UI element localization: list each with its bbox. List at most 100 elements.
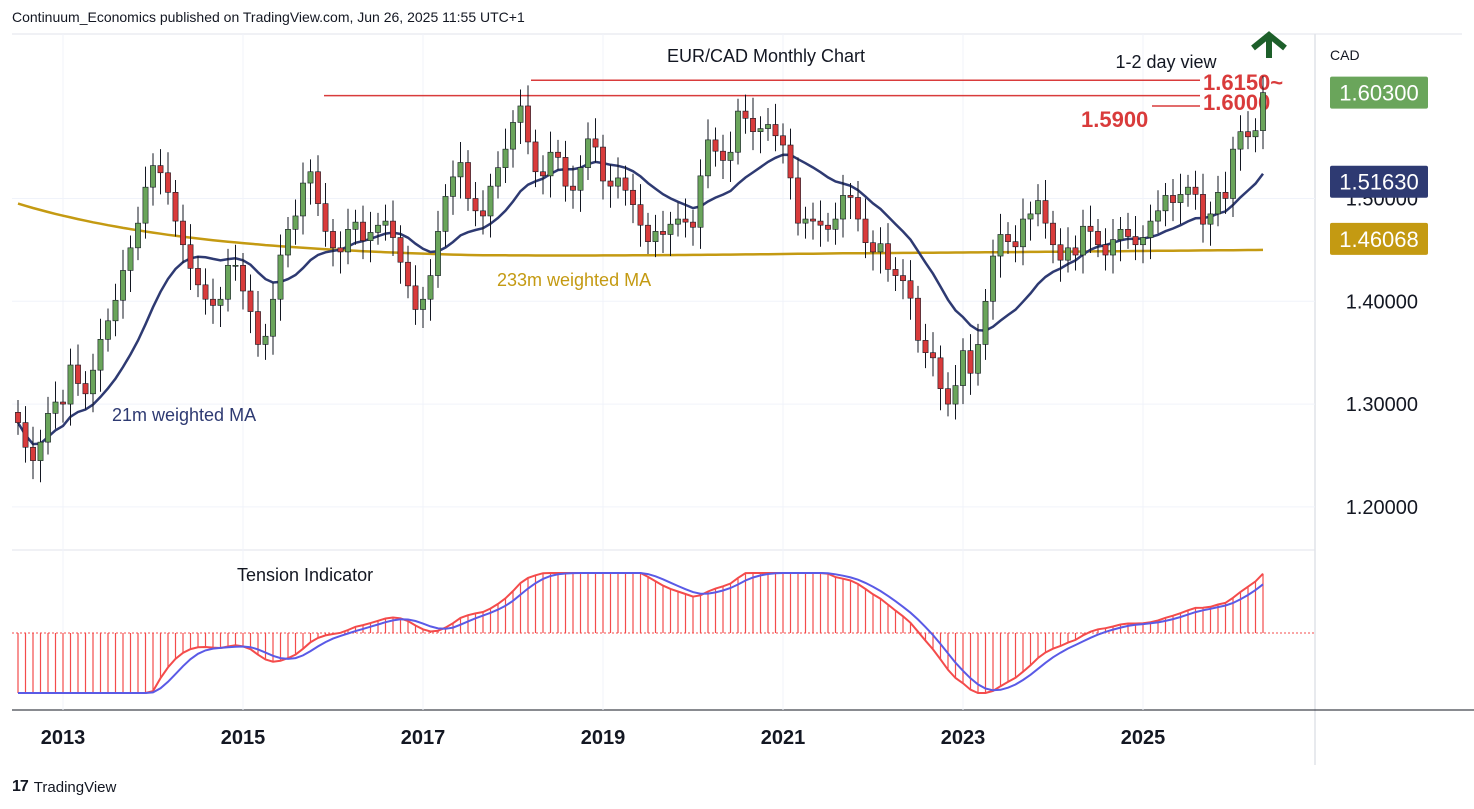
candle: [97, 318, 104, 392]
candle: [255, 291, 261, 357]
candle: [210, 278, 216, 324]
level-label: 1.6000: [1203, 90, 1270, 115]
candle: [37, 429, 44, 483]
candle: [1012, 225, 1019, 263]
candle: [157, 149, 164, 195]
brand-name: TradingView: [33, 778, 117, 796]
candle: [832, 202, 839, 245]
candle: [1192, 170, 1199, 210]
candle: [885, 223, 891, 282]
price-tag-label: 1.46068: [1339, 227, 1419, 252]
candle: [562, 140, 569, 202]
candle: [592, 118, 599, 163]
candle: [877, 227, 884, 274]
candle: [1035, 184, 1041, 227]
candle: [330, 219, 336, 267]
candle: [817, 200, 824, 247]
x-tick-label: 2017: [401, 727, 446, 749]
candle: [1177, 173, 1184, 225]
candle: [225, 248, 231, 312]
candle: [135, 206, 141, 261]
candle: [22, 406, 29, 463]
footer-brand: 17 TradingView: [12, 778, 116, 796]
candle: [1005, 222, 1011, 254]
candle: [1020, 198, 1026, 266]
candle: [187, 224, 194, 290]
candle: [442, 184, 449, 247]
up-arrow-icon: [1251, 31, 1287, 58]
candle: [750, 97, 756, 151]
candle: [862, 198, 869, 259]
candle: [1162, 183, 1169, 227]
candle: [1027, 201, 1034, 241]
candles-layer: [15, 76, 1266, 483]
candle: [577, 155, 584, 212]
candle: [945, 372, 951, 417]
candle: [1125, 212, 1131, 249]
candle: [1057, 228, 1064, 282]
candle: [727, 131, 734, 183]
candle: [180, 204, 186, 264]
candle: [1117, 216, 1124, 262]
candle: [172, 179, 179, 237]
candle: [735, 98, 741, 165]
candle: [345, 208, 351, 265]
candle: [1155, 190, 1161, 234]
candle: [360, 205, 366, 260]
candle: [1215, 175, 1221, 227]
x-tick-label: 2019: [581, 727, 626, 749]
y-tick-label: 1.20000: [1346, 497, 1418, 519]
candle: [585, 122, 591, 180]
candle: [667, 211, 674, 257]
candle: [892, 257, 899, 291]
candle: [675, 202, 681, 237]
candle: [112, 283, 119, 337]
x-tick-label: 2023: [941, 727, 986, 749]
candle: [997, 213, 1004, 278]
level-label: 1.5900: [1081, 107, 1148, 132]
candle: [540, 155, 546, 195]
candle: [690, 209, 696, 246]
candle: [1222, 171, 1229, 214]
candle: [450, 160, 456, 215]
candle: [465, 150, 471, 211]
candle: [802, 206, 809, 239]
candle: [285, 216, 291, 268]
candle: [952, 365, 959, 420]
candle: [390, 200, 396, 257]
candle: [322, 183, 329, 247]
candle: [1260, 76, 1266, 150]
candle: [765, 108, 771, 141]
candle: [757, 116, 764, 154]
candle: [495, 151, 501, 199]
publisher-header: Continuum_Economics published on Trading…: [12, 9, 525, 25]
ma21-layer: [16, 153, 1264, 446]
candle: [487, 173, 494, 238]
candle: [52, 381, 59, 429]
candle: [150, 153, 156, 206]
candle: [165, 152, 171, 205]
candle: [870, 230, 876, 271]
candle: [127, 235, 134, 293]
candle: [202, 268, 209, 315]
candle: [217, 286, 224, 327]
candle: [412, 265, 419, 325]
candle: [1072, 235, 1079, 271]
candle: [1110, 219, 1116, 274]
tension-layer: [12, 572, 1315, 694]
tradingview-logo-icon: 17: [12, 778, 29, 795]
candle: [607, 164, 614, 208]
candle: [1147, 204, 1154, 260]
price-tag-label: 1.60300: [1339, 81, 1419, 106]
price-tag: [1330, 165, 1428, 198]
candle: [367, 211, 374, 263]
candle: [840, 174, 846, 238]
candle: [960, 338, 966, 405]
candle: [240, 252, 246, 310]
candle: [510, 110, 516, 168]
candle: [82, 371, 89, 410]
candle: [1095, 219, 1101, 258]
candle: [45, 396, 51, 455]
price-tag: [1330, 76, 1428, 109]
